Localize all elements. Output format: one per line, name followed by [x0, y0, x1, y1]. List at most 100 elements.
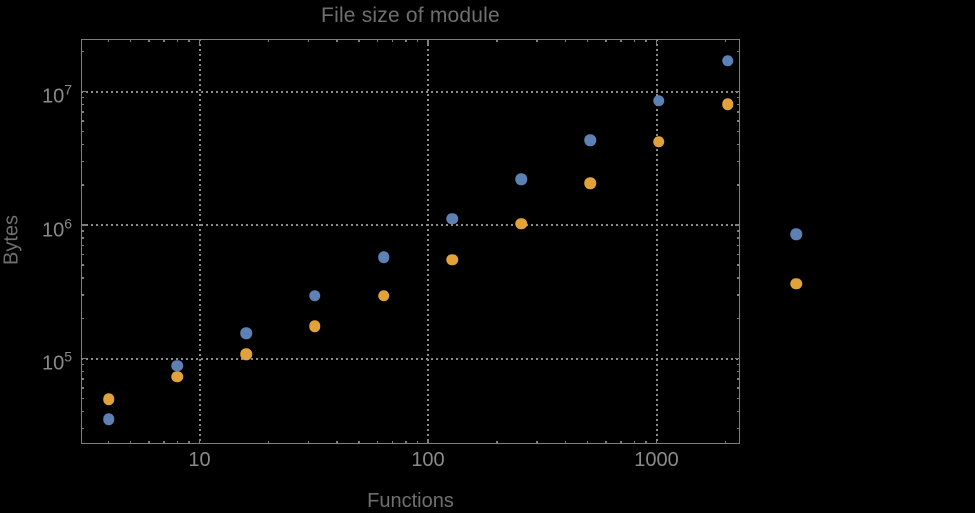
y-minor-tick-left-5000000	[81, 130, 84, 133]
y-minor-tick-right-400000	[737, 277, 740, 279]
y-minor-tick-right-7000000	[737, 111, 740, 113]
y-minor-tick-left-300000	[81, 294, 84, 296]
data-point-blue-x4096	[790, 228, 803, 240]
y-minor-tick-left-200000	[81, 317, 84, 320]
y-minor-tick-right-900000	[737, 230, 740, 232]
data-point-orange-x4	[102, 393, 115, 405]
y-minor-tick-left-2000000	[81, 184, 84, 186]
x-minor-tick-bottom-8	[176, 441, 179, 444]
y-minor-tick-right-300000	[737, 294, 740, 296]
x-minor-tick-top-6	[148, 39, 150, 42]
x-minor-tick-bottom-9	[188, 441, 190, 444]
x-minor-tick-top-2000	[724, 39, 727, 42]
x-major-tick-bottom-100	[427, 438, 429, 444]
chart-title: File size of module	[321, 4, 500, 27]
y-minor-tick-right-800000	[737, 237, 740, 239]
data-point-blue-x8	[171, 360, 184, 372]
x-minor-tick-top-30	[307, 39, 310, 42]
x-major-tick-bottom-10	[198, 438, 201, 444]
y-minor-tick-right-60000	[737, 387, 740, 389]
data-point-blue-x2048	[721, 54, 734, 67]
y-minor-tick-right-6000000	[737, 120, 740, 122]
x-minor-tick-top-20	[267, 39, 270, 42]
y-minor-tick-left-800000	[81, 237, 84, 239]
y-tick-label-1e6: 106	[41, 215, 72, 241]
y-minor-tick-left-700000	[81, 244, 84, 247]
x-minor-tick-top-200	[496, 39, 498, 42]
y-minor-tick-left-30000	[81, 427, 84, 430]
x-axis-label: Functions	[367, 490, 454, 512]
y-minor-tick-left-7000000	[81, 111, 84, 113]
x-minor-tick-top-900	[645, 39, 647, 42]
x-minor-tick-bottom-300	[536, 441, 538, 444]
y-minor-tick-right-90000	[737, 363, 740, 366]
data-point-orange-x64	[377, 290, 390, 302]
x-minor-tick-top-80	[405, 39, 407, 42]
y-minor-tick-left-40000	[81, 410, 84, 413]
x-minor-tick-top-40	[336, 39, 338, 42]
data-point-orange-x1024	[653, 135, 665, 148]
gridline-y-1e6	[81, 224, 740, 226]
y-minor-tick-right-50000	[737, 397, 740, 400]
x-minor-tick-top-500	[586, 39, 589, 42]
x-minor-tick-bottom-6	[148, 441, 150, 444]
x-minor-tick-bottom-900	[645, 441, 647, 444]
gridline-x-1000	[655, 39, 658, 444]
data-point-blue-x256	[515, 173, 528, 185]
y-minor-tick-left-80000	[81, 370, 84, 373]
y-minor-tick-left-50000	[81, 397, 84, 400]
x-tick-label-1000: 1000	[634, 449, 679, 471]
x-minor-tick-top-7	[163, 39, 165, 42]
data-point-orange-x16	[240, 348, 252, 360]
x-minor-tick-bottom-700	[620, 441, 622, 444]
x-minor-tick-bottom-200	[496, 441, 498, 444]
x-minor-tick-top-9	[188, 39, 190, 42]
y-minor-tick-right-20000000	[737, 50, 740, 53]
x-minor-tick-bottom-4	[107, 441, 110, 444]
x-minor-tick-top-400	[564, 39, 567, 42]
x-minor-tick-bottom-60	[376, 441, 379, 444]
y-major-tick-left-1000000	[81, 224, 87, 226]
y-minor-tick-left-20000000	[81, 50, 84, 53]
x-tick-label-10: 10	[188, 449, 211, 471]
y-minor-tick-right-600000	[737, 253, 740, 256]
gridline-x-10	[198, 39, 201, 444]
x-minor-tick-top-8	[176, 39, 179, 42]
x-major-tick-top-1000	[655, 39, 658, 45]
y-minor-tick-left-4000000	[81, 143, 84, 146]
y-minor-tick-right-700000	[737, 244, 740, 247]
x-major-tick-bottom-1000	[655, 438, 658, 444]
x-minor-tick-top-60	[376, 39, 379, 42]
y-minor-tick-right-3000000	[737, 160, 740, 163]
gridline-x-100	[427, 39, 429, 444]
y-minor-tick-right-80000	[737, 370, 740, 373]
gridline-y-1e7	[81, 90, 740, 93]
y-minor-tick-left-600000	[81, 253, 84, 256]
y-minor-tick-left-500000	[81, 264, 84, 266]
x-minor-tick-bottom-80	[405, 441, 407, 444]
x-minor-tick-bottom-30	[307, 441, 310, 444]
y-minor-tick-left-8000000	[81, 103, 84, 106]
y-major-tick-left-100000	[81, 357, 87, 360]
x-minor-tick-bottom-800	[633, 441, 636, 444]
data-point-blue-x1024	[653, 94, 665, 107]
x-minor-tick-top-90	[416, 39, 419, 42]
x-minor-tick-top-700	[620, 39, 622, 42]
x-tick-label-100: 100	[411, 449, 445, 471]
y-minor-tick-left-6000000	[81, 120, 84, 122]
y-minor-tick-right-200000	[737, 317, 740, 320]
y-minor-tick-right-30000	[737, 427, 740, 430]
x-minor-tick-top-50	[358, 39, 360, 42]
x-minor-tick-bottom-50	[358, 441, 360, 444]
x-minor-tick-bottom-5	[129, 441, 132, 444]
gridline-y-1e5	[81, 357, 740, 360]
x-minor-tick-bottom-90	[416, 441, 419, 444]
y-minor-tick-right-9000000	[737, 96, 740, 99]
x-major-tick-top-10	[198, 39, 201, 45]
y-minor-tick-left-60000	[81, 387, 84, 389]
x-minor-tick-bottom-40	[336, 441, 338, 444]
y-minor-tick-left-400000	[81, 277, 84, 279]
